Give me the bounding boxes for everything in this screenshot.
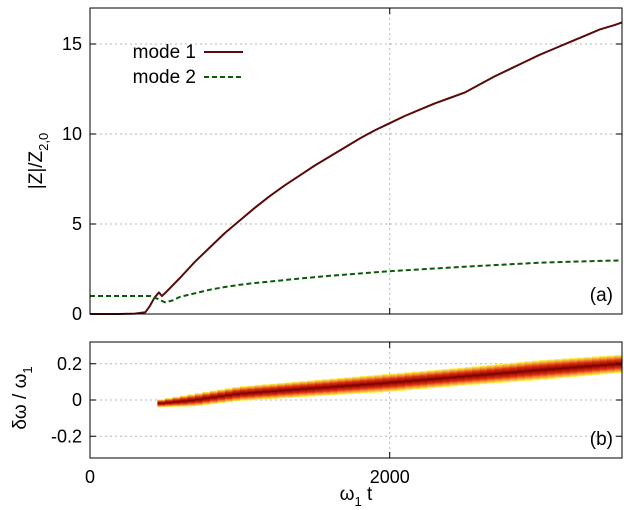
heatmap-cell <box>307 380 316 397</box>
panel-a-label: (a) <box>590 285 613 306</box>
heatmap-cell <box>449 368 458 387</box>
heatmap-cell <box>232 387 241 402</box>
heatmap-cell <box>269 383 278 399</box>
heatmap-cell <box>194 393 203 406</box>
heatmap-cell <box>487 364 496 384</box>
panel-b-ytick-label: 0 <box>72 390 82 410</box>
heatmap-cell <box>607 355 616 374</box>
panel-a-ticks: 0 5 10 15 <box>62 8 622 324</box>
panel-a-ytick-label: 10 <box>62 124 82 144</box>
heatmap-cell <box>457 367 466 386</box>
heatmap-cell <box>599 355 608 375</box>
panel-a-ylabel-text: |Z|/Z <box>26 150 47 189</box>
series-line-mode-2 <box>90 259 623 304</box>
heatmap-cell <box>314 379 323 397</box>
heatmap-cell <box>539 359 548 380</box>
heatmap-cell <box>157 399 166 408</box>
x-tick-label: 2000 <box>370 467 410 487</box>
legend-label-mode-1: mode 1 <box>133 42 196 63</box>
panel-b-ytick-label: 0.2 <box>57 354 82 374</box>
panel-a-ylabel: |Z|/Z2,0 <box>26 133 51 189</box>
heatmap-cell <box>209 390 218 404</box>
x-axis-label-symbol: ω <box>340 484 355 505</box>
heatmap-cell <box>532 360 541 381</box>
panel-a-grid <box>90 8 622 314</box>
svg-text:|Z|/Z2,0: |Z|/Z2,0 <box>26 133 51 189</box>
heatmap-cell <box>202 391 211 405</box>
x-axis-label-sub: 1 <box>355 494 362 509</box>
heatmap-cell <box>329 378 338 396</box>
heatmap-cell <box>442 369 451 388</box>
heatmap-cell <box>217 389 226 404</box>
heatmap-cell <box>479 365 488 385</box>
heatmap-cell <box>494 364 503 383</box>
heatmap-cell <box>164 398 173 407</box>
heatmap-cell <box>584 356 593 376</box>
panel-a-ytick-label: 0 <box>72 304 82 324</box>
legend: mode 1 mode 2 <box>133 42 243 88</box>
heatmap-cell <box>292 381 301 398</box>
panel-b-heatmap <box>157 354 623 408</box>
heatmap-cell <box>464 367 473 386</box>
heatmap-cell <box>277 382 286 399</box>
heatmap-cell <box>262 384 271 400</box>
heatmap-cell <box>299 381 308 397</box>
heatmap-cell <box>284 382 293 398</box>
heatmap-cell <box>472 366 481 385</box>
heatmap-cell <box>254 384 263 400</box>
heatmap-cell <box>172 396 181 407</box>
panel-b-ylabel-text: δω / ω <box>10 373 31 429</box>
heatmap-cell <box>554 358 563 379</box>
heatmap-cell <box>382 374 391 392</box>
panel-a-ylabel-sub: 2,0 <box>36 133 51 151</box>
legend-label-mode-2: mode 2 <box>133 67 196 88</box>
panel-b-label: (b) <box>590 429 613 450</box>
panel-b-ytick-label: -0.2 <box>51 426 82 446</box>
heatmap-cell <box>517 361 526 382</box>
panel-a-ytick-label: 5 <box>72 214 82 234</box>
heatmap-cell <box>577 357 586 377</box>
panel-b-ylabel-sub: 1 <box>20 366 35 373</box>
heatmap-cell <box>569 357 578 378</box>
heatmap-cell <box>434 369 443 388</box>
panel-b-ylabel: δω / ω1 <box>10 366 35 429</box>
heatmap-cell <box>562 358 571 378</box>
heatmap-cell <box>247 385 256 401</box>
heatmap-cell <box>179 395 188 407</box>
heatmap-cell <box>322 379 331 396</box>
heatmap-cell <box>389 373 398 392</box>
svg-text:δω / ω1: δω / ω1 <box>10 366 35 429</box>
heatmap-cell <box>397 372 406 391</box>
heatmap-cell <box>187 394 196 407</box>
panel-a-series <box>90 21 623 315</box>
heatmap-cell <box>359 375 368 394</box>
heatmap-cell <box>224 388 233 403</box>
panel-a: 0 5 10 15 (a) |Z|/Z2,0 mode 1 mode 2 <box>26 7 623 324</box>
heatmap-cell <box>524 361 533 381</box>
heatmap-cell <box>404 372 413 391</box>
heatmap-cell <box>374 374 383 393</box>
heatmap-cell <box>412 371 421 390</box>
heatmap-cell <box>427 370 436 389</box>
series-line-mode-1 <box>90 21 623 315</box>
heatmap-cell <box>344 377 353 395</box>
heatmap-cell <box>352 376 361 394</box>
panel-b-ticks: 0 2000 0.2 0 -0.2 <box>51 342 622 487</box>
heatmap-cell <box>337 377 346 395</box>
heatmap-cell <box>592 356 601 376</box>
panel-a-frame <box>89 7 623 315</box>
heatmap-cell <box>547 359 556 380</box>
heatmap-cell <box>509 362 518 382</box>
heatmap-cell <box>419 370 428 389</box>
panel-b-grid <box>90 342 622 458</box>
heatmap-cell <box>239 386 248 401</box>
panel-a-ytick-label: 15 <box>62 34 82 54</box>
x-tick-label: 0 <box>85 467 95 487</box>
heatmap-cell <box>367 375 376 393</box>
heatmap-cell <box>502 363 511 383</box>
x-axis-label: ω1 t <box>340 484 373 509</box>
x-axis-label-suffix: t <box>362 484 373 505</box>
